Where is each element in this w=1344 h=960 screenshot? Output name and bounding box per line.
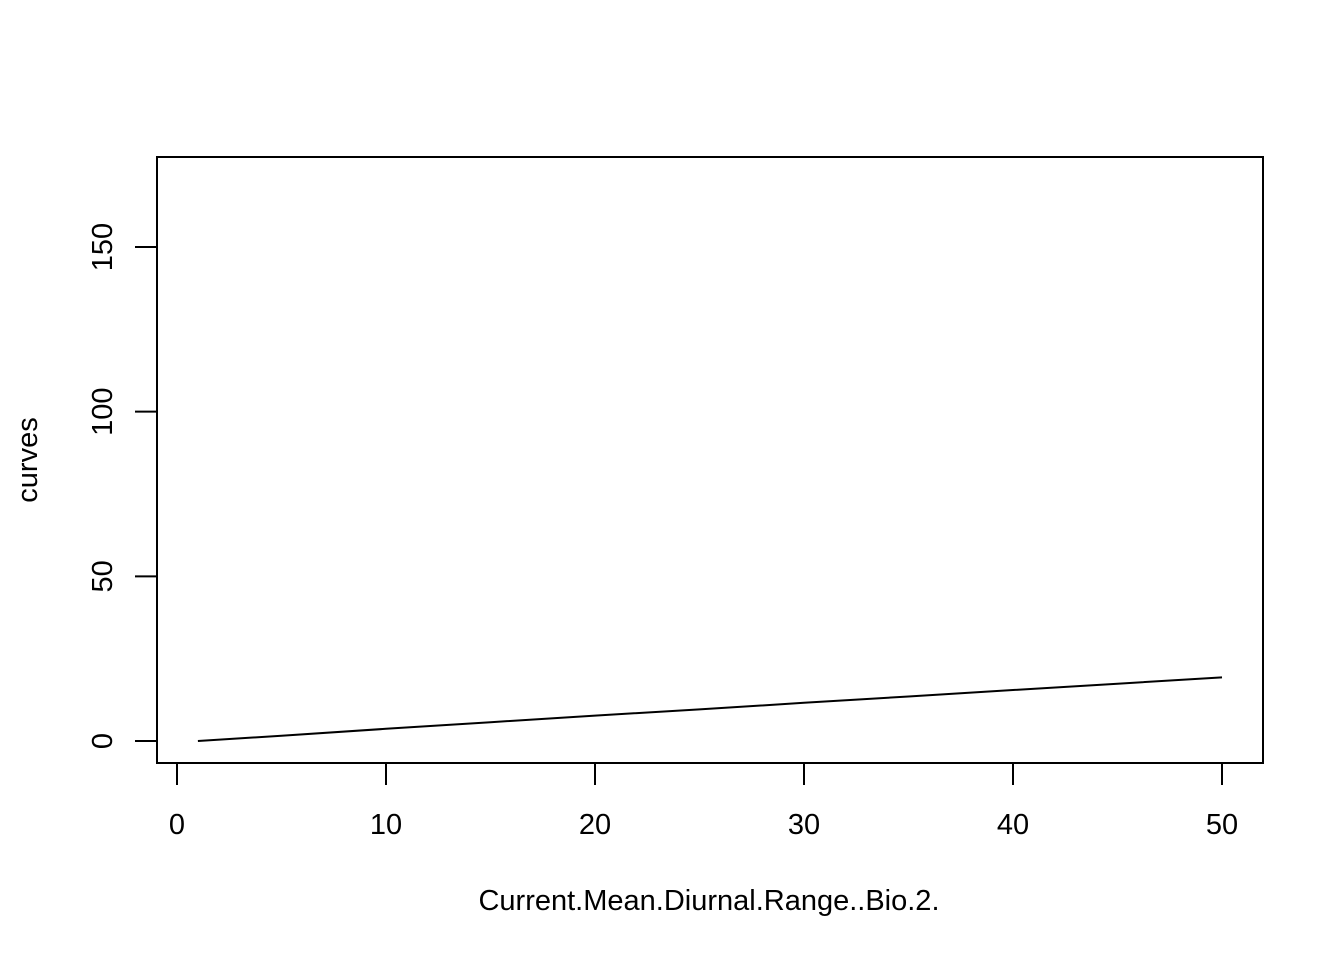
- series-line: [197, 676, 1223, 742]
- y-tick-label: 50: [87, 560, 119, 592]
- x-tick-label: 20: [579, 809, 611, 841]
- x-tick-label: 50: [1206, 809, 1238, 841]
- x-tick-label: 10: [370, 809, 402, 841]
- y-axis-title: curves: [12, 417, 44, 502]
- x-axis-title: Current.Mean.Diurnal.Range..Bio.2.: [478, 885, 939, 917]
- y-tick-label: 0: [87, 733, 119, 749]
- series-layer: [197, 676, 1223, 742]
- y-axis: 0 50 100 150: [87, 223, 158, 749]
- y-tick-label: 150: [87, 223, 119, 271]
- x-tick-label: 30: [788, 809, 820, 841]
- plot-frame: [156, 156, 1264, 764]
- x-tick-label: 40: [997, 809, 1029, 841]
- y-tick-label: 100: [87, 387, 119, 435]
- x-tick-label: 0: [169, 809, 185, 841]
- x-axis: 0 10 20 30 40 50: [169, 762, 1238, 841]
